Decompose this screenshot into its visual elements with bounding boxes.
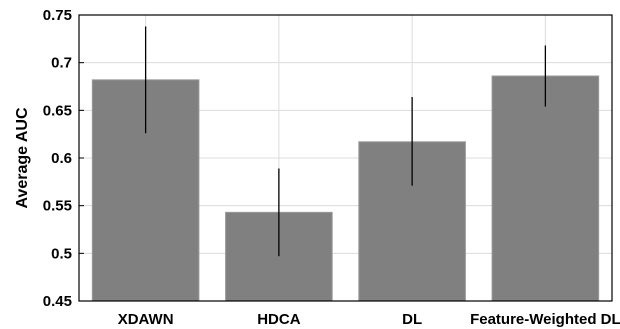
x-tick-labels: XDAWN HDCA DL Feature-Weighted DL [118,311,620,328]
y-tick-label: 0.6 [51,150,72,167]
bar [491,75,600,302]
bars [91,75,600,302]
y-axis-title: Average AUC [14,107,31,209]
y-tick-label: 0.7 [51,55,72,72]
y-tick-label: 0.5 [51,245,72,262]
x-tick-label: HDCA [257,311,300,328]
y-tick-label: 0.75 [43,7,72,24]
x-tick-label: Feature-Weighted DL [470,311,620,328]
x-tick-label: DL [402,311,422,328]
y-tick-label: 0.55 [43,198,72,215]
y-tick-label: 0.65 [43,102,72,119]
y-tick-labels: 0.45 0.5 0.55 0.6 0.65 0.7 0.75 [43,7,72,310]
error-bars [144,26,547,257]
plot-frame [78,14,613,302]
x-tick-label: XDAWN [118,311,174,328]
y-tick-label: 0.45 [43,293,72,310]
